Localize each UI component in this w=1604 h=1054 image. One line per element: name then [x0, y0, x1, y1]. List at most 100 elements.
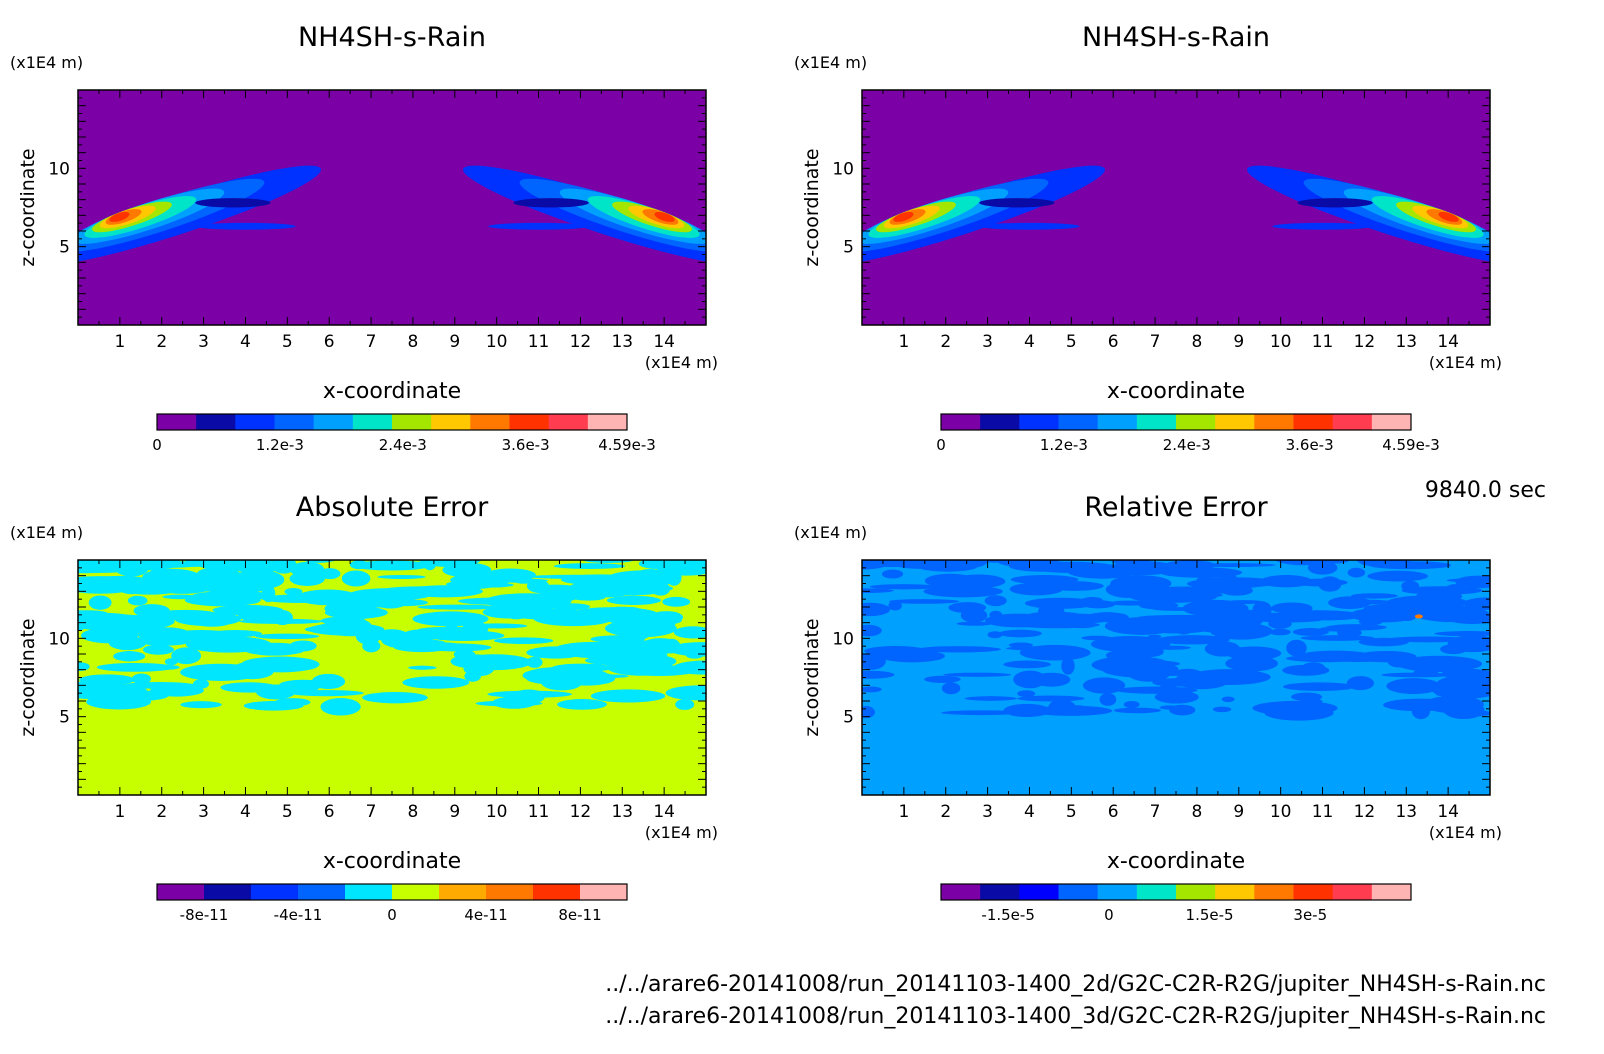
- error-patch: [317, 622, 354, 632]
- error-patch: [879, 649, 945, 663]
- error-patch: [557, 699, 607, 710]
- colorbar-tick-label: 4.59e-3: [598, 436, 656, 454]
- error-patch: [1138, 601, 1179, 610]
- error-patch: [1032, 672, 1071, 687]
- error-patch: [533, 610, 614, 627]
- colorbar-swatch: [980, 884, 1020, 900]
- error-patch: [116, 626, 132, 637]
- error-patch: [1291, 692, 1323, 702]
- x-tick-label: 14: [653, 332, 675, 352]
- x-tick-label: 9: [449, 332, 460, 352]
- colorbar-swatch: [1058, 414, 1099, 430]
- error-patch: [1283, 682, 1356, 691]
- error-patch: [1451, 709, 1490, 717]
- error-patch: [1286, 639, 1307, 657]
- y-unit-label: (x1E4 m): [794, 53, 867, 72]
- error-patch: [78, 612, 88, 631]
- colorbar-swatch: [1136, 414, 1177, 430]
- error-patch: [78, 662, 90, 671]
- x-unit-label: (x1E4 m): [1429, 353, 1502, 372]
- x-tick-label: 8: [1192, 332, 1203, 352]
- error-patch: [87, 575, 153, 588]
- error-patch: [494, 637, 554, 645]
- error-patch: [1119, 560, 1157, 570]
- error-patch: [1404, 699, 1465, 711]
- error-patch: [272, 610, 293, 626]
- error-patch: [1005, 646, 1066, 651]
- error-patch: [941, 710, 1022, 716]
- error-patch: [530, 574, 618, 579]
- x-axis-label: x-coordinate: [1107, 379, 1245, 404]
- contour-tail: [513, 198, 589, 208]
- error-patch: [184, 594, 261, 607]
- colorbar-tick-label: 0: [387, 906, 397, 924]
- x-tick-label: 6: [1108, 332, 1119, 352]
- x-tick-label: 5: [1066, 802, 1077, 822]
- colorbar-swatch: [509, 414, 550, 430]
- error-patch: [482, 605, 534, 619]
- error-patch: [673, 660, 706, 675]
- error-patch: [192, 679, 209, 689]
- error-patch: [923, 585, 1003, 598]
- error-patch: [466, 623, 528, 629]
- colorbar-swatch: [1332, 884, 1373, 900]
- colorbar-tick-label: 3e-5: [1293, 906, 1327, 924]
- error-spot: [1414, 614, 1423, 619]
- error-patch: [371, 591, 410, 609]
- x-tick-label: 11: [528, 802, 550, 822]
- error-patch: [512, 689, 545, 705]
- error-patch: [1176, 567, 1225, 575]
- colorbar-swatch: [1254, 414, 1294, 430]
- error-patch: [1113, 707, 1162, 714]
- error-patch: [916, 646, 1002, 653]
- x-tick-label: 7: [366, 332, 377, 352]
- colorbar-swatch: [587, 414, 628, 430]
- error-patch: [1003, 660, 1052, 669]
- colorbar-swatch: [548, 414, 589, 430]
- colorbar-swatch: [352, 414, 393, 430]
- colorbar-swatch: [470, 414, 510, 430]
- y-tick-label: 5: [59, 708, 70, 728]
- colorbar-swatch: [1254, 884, 1294, 900]
- error-patch: [200, 638, 268, 648]
- y-unit-label: (x1E4 m): [10, 523, 83, 542]
- x-tick-label: 5: [282, 802, 293, 822]
- y-unit-label: (x1E4 m): [794, 523, 867, 542]
- error-patch: [186, 584, 230, 592]
- error-patch: [888, 600, 902, 611]
- y-axis-label: z-coordinate: [801, 148, 823, 266]
- error-patch: [862, 686, 882, 693]
- colorbar-swatch: [1293, 884, 1334, 900]
- error-patch: [127, 595, 148, 606]
- x-tick-label: 13: [611, 802, 633, 822]
- x-tick-label: 6: [1108, 802, 1119, 822]
- error-patch: [862, 560, 882, 569]
- footer-file-path-2d: ../../arare6-20141008/run_20141103-1400_…: [605, 972, 1546, 997]
- error-patch: [1008, 642, 1034, 648]
- x-tick-label: 14: [653, 802, 675, 822]
- error-patch: [131, 673, 151, 685]
- colorbar-swatch: [1019, 884, 1059, 900]
- error-patch: [1137, 614, 1225, 621]
- error-patch: [675, 699, 695, 710]
- error-patch: [607, 570, 679, 587]
- error-patch: [1164, 560, 1216, 570]
- x-tick-label: 10: [486, 332, 508, 352]
- error-patch: [495, 657, 513, 667]
- error-patch: [1029, 561, 1117, 573]
- colorbar-tick-label: -8e-11: [180, 906, 229, 924]
- error-patch: [1210, 622, 1273, 640]
- x-tick-label: 2: [156, 802, 167, 822]
- error-patch: [881, 569, 904, 579]
- error-patch: [1095, 659, 1181, 668]
- error-patch: [417, 604, 498, 610]
- x-axis-label: x-coordinate: [323, 849, 461, 874]
- error-patch: [1328, 596, 1372, 610]
- error-patch: [571, 594, 606, 601]
- colorbar-tick-label: -4e-11: [274, 906, 323, 924]
- colorbar-swatch: [941, 414, 981, 430]
- error-patch: [174, 612, 241, 627]
- error-patch: [240, 656, 320, 673]
- x-tick-label: 11: [528, 332, 550, 352]
- colorbar-tick-label: 4e-11: [464, 906, 507, 924]
